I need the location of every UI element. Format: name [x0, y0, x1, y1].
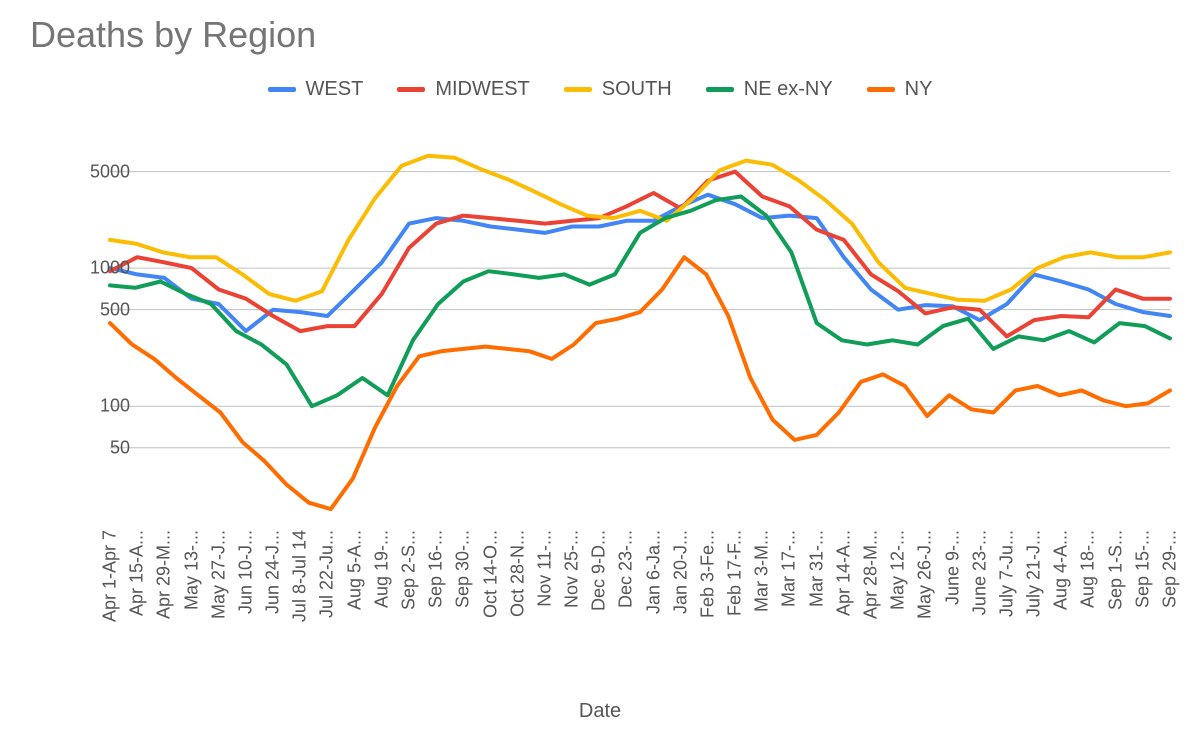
- x-tick-label: Sep 30-...: [453, 530, 474, 608]
- legend-label: MIDWEST: [435, 78, 529, 101]
- x-tick-label: Mar 17-...: [779, 530, 800, 607]
- x-tick-label: Aug 18-...: [1078, 530, 1099, 608]
- x-tick-label: Apr 29-M...: [154, 530, 175, 619]
- legend-label: NE ex-NY: [744, 78, 833, 101]
- series-south: [110, 156, 1170, 301]
- x-tick-label: July 21-J...: [1024, 530, 1045, 617]
- x-tick-label: Aug 5-A...: [344, 530, 365, 610]
- x-tick-label: Aug 4-A...: [1051, 530, 1072, 610]
- x-tick-label: Oct 14-O...: [480, 530, 501, 618]
- legend-label: NY: [905, 78, 933, 101]
- y-tick-label: 5000: [50, 161, 130, 182]
- x-tick-label: Feb 17-F...: [725, 530, 746, 616]
- y-tick-label: 500: [50, 299, 130, 320]
- legend-swatch: [564, 87, 592, 92]
- x-tick-label: June 9-...: [942, 530, 963, 605]
- legend: WEST MIDWEST SOUTH NE ex-NY NY: [0, 78, 1200, 101]
- x-axis-labels: Apr 1-Apr 7Apr 15-A...Apr 29-M...May 13-…: [110, 530, 1170, 690]
- x-tick-label: Jan 6-Ja...: [643, 530, 664, 614]
- y-tick-label: 1000: [50, 258, 130, 279]
- x-tick-label: Feb 3-Fe...: [697, 530, 718, 618]
- legend-label: WEST: [306, 78, 364, 101]
- x-tick-label: Apr 14-A...: [833, 530, 854, 616]
- x-tick-label: Oct 28-N...: [507, 530, 528, 617]
- legend-swatch: [268, 87, 296, 92]
- x-tick-label: June 23-...: [969, 530, 990, 615]
- x-tick-label: July 7-Ju...: [996, 530, 1017, 617]
- x-tick-label: Dec 23-...: [616, 530, 637, 608]
- x-tick-label: Jul 8-Jul 14: [290, 530, 311, 622]
- x-tick-label: Aug 19-...: [371, 530, 392, 608]
- legend-swatch: [397, 87, 425, 92]
- legend-swatch: [867, 87, 895, 92]
- x-tick-label: May 13-...: [181, 530, 202, 610]
- chart-svg: [110, 130, 1170, 520]
- legend-item-ne-ex-ny: NE ex-NY: [706, 78, 833, 101]
- y-tick-label: 100: [50, 396, 130, 417]
- x-tick-label: Jun 24-J...: [263, 530, 284, 614]
- legend-label: SOUTH: [602, 78, 672, 101]
- x-tick-label: May 12-...: [888, 530, 909, 610]
- x-tick-label: May 26-J...: [915, 530, 936, 619]
- y-tick-label: 50: [50, 437, 130, 458]
- x-tick-label: Apr 15-A...: [127, 530, 148, 616]
- legend-item-midwest: MIDWEST: [397, 78, 529, 101]
- x-tick-label: Sep 2-S...: [398, 530, 419, 610]
- legend-item-ny: NY: [867, 78, 933, 101]
- x-tick-label: Apr 1-Apr 7: [100, 530, 121, 622]
- x-axis-title: Date: [0, 700, 1200, 723]
- chart-container: Deaths by Region WEST MIDWEST SOUTH NE ex-N…: [0, 0, 1200, 742]
- x-tick-label: Sep 29-...: [1160, 530, 1181, 608]
- x-tick-label: Nov 11-...: [534, 530, 555, 607]
- x-tick-label: Sep 15-...: [1132, 530, 1153, 608]
- x-tick-label: Nov 25-...: [562, 530, 583, 608]
- x-tick-label: Apr 28-M...: [861, 530, 882, 619]
- x-tick-label: Sep 1-S...: [1105, 530, 1126, 610]
- legend-item-south: SOUTH: [564, 78, 672, 101]
- x-tick-label: Mar 31-...: [806, 530, 827, 607]
- chart-title: Deaths by Region: [30, 14, 316, 56]
- legend-swatch: [706, 87, 734, 92]
- x-tick-label: Jul 22-Ju...: [317, 530, 338, 618]
- x-tick-label: May 27-J...: [208, 530, 229, 619]
- legend-item-west: WEST: [268, 78, 364, 101]
- x-tick-label: Dec 9-D...: [589, 530, 610, 611]
- plot-area: [110, 130, 1170, 520]
- x-tick-label: Mar 3-M...: [752, 530, 773, 612]
- x-tick-label: Sep 16-...: [426, 530, 447, 608]
- x-tick-label: Jan 20-J...: [670, 530, 691, 614]
- x-tick-label: Jun 10-J...: [235, 530, 256, 614]
